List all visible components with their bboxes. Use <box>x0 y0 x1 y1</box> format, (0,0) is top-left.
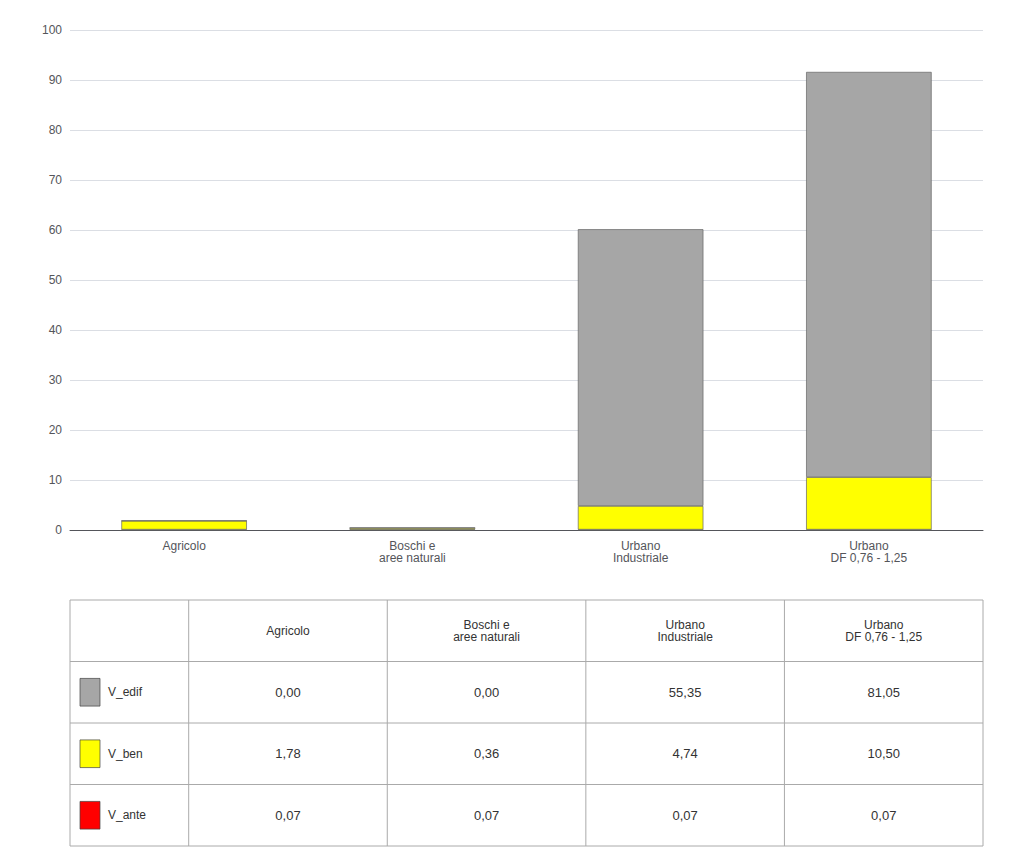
svg-text:aree naturali: aree naturali <box>453 630 520 644</box>
svg-text:20: 20 <box>49 423 63 437</box>
svg-text:4,74: 4,74 <box>672 746 697 761</box>
svg-text:0,00: 0,00 <box>275 685 300 700</box>
svg-text:0,07: 0,07 <box>672 808 697 823</box>
svg-text:Industriale: Industriale <box>613 551 669 565</box>
svg-text:1,78: 1,78 <box>275 746 300 761</box>
svg-text:10: 10 <box>49 473 63 487</box>
svg-text:0,36: 0,36 <box>474 746 499 761</box>
svg-text:Boschi e: Boschi e <box>389 539 436 553</box>
svg-text:30: 30 <box>49 373 63 387</box>
svg-text:100: 100 <box>42 23 62 37</box>
svg-text:V_edif: V_edif <box>108 685 143 699</box>
svg-text:0,07: 0,07 <box>275 808 300 823</box>
svg-text:60: 60 <box>49 223 63 237</box>
svg-text:0,07: 0,07 <box>871 808 896 823</box>
svg-text:81,05: 81,05 <box>867 685 900 700</box>
svg-text:Urbano: Urbano <box>864 617 904 632</box>
svg-text:Industriale: Industriale <box>657 630 713 644</box>
svg-text:aree naturali: aree naturali <box>379 551 446 565</box>
svg-text:Boschi e: Boschi e <box>463 617 510 632</box>
svg-text:Agricolo: Agricolo <box>162 539 206 553</box>
svg-text:Urbano: Urbano <box>665 617 705 632</box>
svg-text:V_ante: V_ante <box>108 808 146 822</box>
svg-text:55,35: 55,35 <box>669 685 702 700</box>
svg-text:90: 90 <box>49 73 63 87</box>
svg-text:Agricolo: Agricolo <box>266 624 310 638</box>
svg-text:DF 0,76 - 1,25: DF 0,76 - 1,25 <box>845 630 922 644</box>
svg-text:V_ben: V_ben <box>108 747 143 761</box>
svg-text:40: 40 <box>49 323 63 337</box>
svg-text:80: 80 <box>49 123 63 137</box>
svg-text:0,07: 0,07 <box>474 808 499 823</box>
svg-text:70: 70 <box>49 173 63 187</box>
svg-text:0,00: 0,00 <box>474 685 499 700</box>
svg-text:0: 0 <box>55 523 62 537</box>
svg-text:Urbano: Urbano <box>849 539 889 553</box>
svg-text:Urbano: Urbano <box>620 539 661 553</box>
svg-text:DF 0,76 - 1,25: DF 0,76 - 1,25 <box>831 551 908 565</box>
svg-text:10,50: 10,50 <box>867 746 900 761</box>
svg-text:50: 50 <box>49 273 63 287</box>
